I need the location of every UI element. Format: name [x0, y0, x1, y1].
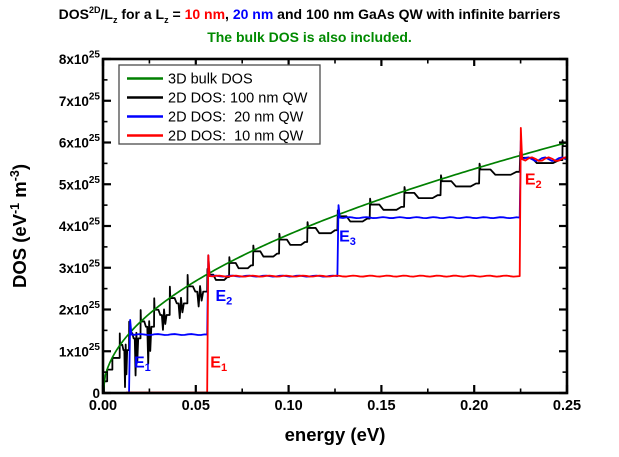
subband-label: E1	[134, 355, 151, 375]
series-3d-bulk-dos	[102, 141, 568, 394]
series-2d-dos-10-nm-qw	[126, 126, 568, 394]
x-axis-title: energy (eV)	[285, 424, 386, 445]
y-tick-label: 8x1025	[59, 50, 101, 68]
series-group	[102, 126, 568, 394]
subband-label: E3	[339, 229, 356, 249]
y-tick-label: 0	[92, 386, 100, 401]
tick-labels: 0.00 0.05 0.10 0.15 0.20 0.25 0 1x1025 2x1025 3x1…	[59, 50, 581, 415]
y-tick-label: 7x1025	[59, 91, 101, 109]
y-tick-label: 1x1025	[59, 342, 101, 360]
legend-label: 3D bulk DOS	[168, 72, 253, 88]
x-tick-label: 0.05	[182, 398, 210, 414]
y-tick-label: 2x1025	[59, 300, 101, 318]
y-tick-label: 5x1025	[59, 175, 101, 193]
title-segment: z	[164, 15, 169, 25]
chart-title: DOS2D/Lz for a Lz = 10 nm, 20 nm and 100…	[0, 5, 619, 25]
y-tick-label: 4x1025	[59, 217, 101, 235]
subband-label: E1	[210, 355, 227, 375]
title-segment: /L	[100, 6, 113, 22]
title-segment: z	[112, 15, 118, 25]
title-segment-highlight: 20 nm	[232, 6, 274, 22]
title-segment: =	[168, 6, 185, 22]
axes-frame	[101, 57, 569, 395]
legend-label: 2D DOS: 20 nm QW	[168, 110, 304, 126]
x-tick-label: 0.15	[367, 398, 395, 414]
annotations: E1 E1 E2 E3 E2	[134, 172, 542, 374]
legend-label: 2D DOS: 10 nm QW	[168, 129, 304, 145]
x-tick-label: 0.25	[553, 398, 581, 414]
y-tick-label: 3x1025	[59, 258, 101, 276]
chart-subtitle: The bulk DOS is also included.	[207, 29, 412, 45]
x-tick-label: 0.00	[89, 398, 117, 414]
legend: 3D bulk DOS 2D DOS: 100 nm QW 2D DOS: 20 n…	[118, 64, 321, 145]
subband-label: E2	[525, 172, 542, 192]
series-2d-dos-100-nm-qw	[103, 139, 567, 394]
title-segment: for a L	[117, 6, 165, 22]
title-segment: ,	[225, 6, 233, 22]
legend-label: 2D DOS: 100 nm QW	[168, 91, 308, 107]
y-axis-title: DOS (eV-1 m-3)	[8, 164, 30, 288]
x-tick-label: 0.10	[274, 398, 302, 414]
series-2d-dos-20-nm-qw	[103, 139, 568, 394]
title-segment-highlight: 10 nm	[184, 6, 226, 22]
title-segment: and 100 nm GaAs QW with infinite barrier…	[273, 6, 561, 22]
y-tick-label: 6x1025	[59, 133, 101, 151]
title-segment: 2D	[88, 5, 101, 15]
title-segment: DOS	[58, 6, 89, 22]
x-tick-label: 0.20	[460, 398, 488, 414]
subband-label: E2	[215, 288, 232, 308]
